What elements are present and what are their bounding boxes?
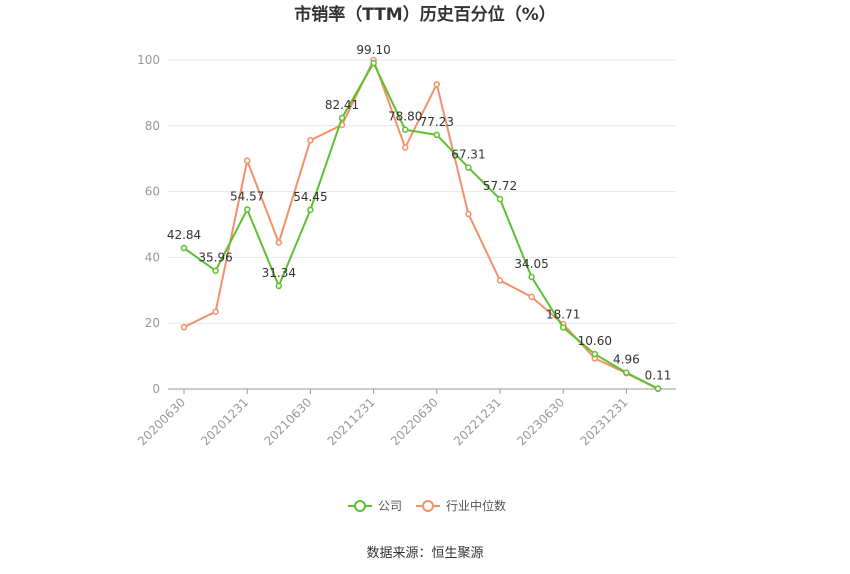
data-point[interactable]: [275, 239, 283, 246]
data-label: 82.41: [325, 98, 359, 112]
x-tick-label: 20220630: [388, 395, 441, 448]
x-tick-label: 20211231: [325, 395, 378, 448]
data-point[interactable]: [307, 206, 314, 214]
data-point[interactable]: [307, 137, 314, 144]
data-point[interactable]: [528, 273, 535, 281]
data-point[interactable]: [180, 323, 188, 331]
data-label: 35.96: [198, 251, 232, 265]
x-tick-label: 20210630: [261, 395, 314, 448]
data-point[interactable]: [243, 206, 251, 213]
y-tick-label: 0: [152, 382, 160, 396]
x-tick-label: 20230630: [514, 395, 567, 448]
legend-item-1[interactable]: 行业中位数: [416, 498, 506, 513]
data-labels: 42.84 35.96 54.57 31.34 54.45 82.41 99.10 78.80…: [167, 43, 672, 383]
data-label: 31.34: [262, 266, 296, 280]
data-point[interactable]: [623, 369, 630, 376]
data-label: 78.80: [388, 110, 422, 124]
data-label: 77.23: [420, 115, 454, 129]
data-label: 54.57: [230, 189, 264, 203]
legend-label: 公司: [378, 499, 402, 513]
data-label: 99.10: [356, 43, 390, 57]
data-point[interactable]: [528, 293, 535, 301]
y-tick-label: 60: [145, 185, 160, 199]
y-tick-label: 100: [137, 53, 160, 67]
legend-marker: [422, 500, 434, 512]
x-axis: 20200630 20201231 20210630 20211231 20220630…: [135, 388, 676, 448]
series-line-0: [183, 61, 659, 390]
data-point[interactable]: [465, 164, 472, 171]
data-label: 0.11: [645, 369, 672, 383]
x-tick-label: 20200630: [135, 395, 188, 448]
y-axis: 0 20 40 60 80 100: [137, 53, 160, 396]
data-point[interactable]: [496, 277, 504, 284]
grid: [168, 59, 676, 324]
y-tick-label: 80: [145, 119, 160, 133]
data-point[interactable]: [180, 244, 188, 252]
data-point[interactable]: [559, 324, 567, 331]
data-point[interactable]: [212, 308, 219, 315]
data-label: 54.45: [293, 190, 327, 204]
data-point[interactable]: [370, 59, 377, 67]
data-label: 67.31: [451, 148, 485, 162]
legend-item-0[interactable]: 公司: [348, 499, 402, 513]
data-point[interactable]: [338, 114, 346, 122]
data-point[interactable]: [433, 131, 441, 139]
legend-label: 行业中位数: [446, 498, 506, 513]
data-point[interactable]: [212, 267, 219, 274]
chart-title: 市销率（TTM）历史百分位（%）: [294, 4, 556, 25]
data-point[interactable]: [496, 195, 504, 203]
data-point[interactable]: [401, 144, 409, 151]
legend-marker: [354, 500, 366, 512]
source-note: 数据来源：恒生聚源: [366, 546, 483, 561]
data-point[interactable]: [243, 157, 251, 164]
data-label: 34.05: [514, 257, 548, 271]
x-tick-label: 20201231: [198, 395, 251, 448]
data-label: 10.60: [578, 334, 612, 348]
x-tick-label: 20221231: [451, 395, 504, 448]
data-point[interactable]: [433, 81, 441, 88]
data-point[interactable]: [401, 126, 409, 133]
y-tick-label: 40: [145, 250, 160, 264]
data-point[interactable]: [591, 350, 599, 358]
y-tick-label: 20: [145, 316, 160, 330]
data-point[interactable]: [275, 282, 283, 290]
data-label: 18.71: [546, 307, 580, 321]
data-label: 57.72: [483, 179, 517, 193]
series-group: [180, 56, 662, 393]
data-point[interactable]: [465, 210, 472, 218]
x-tick-label: 20231231: [577, 395, 630, 448]
data-label: 42.84: [167, 228, 201, 242]
legend[interactable]: 公司 行业中位数: [348, 498, 506, 513]
data-label: 4.96: [613, 353, 640, 367]
data-point[interactable]: [654, 385, 662, 392]
